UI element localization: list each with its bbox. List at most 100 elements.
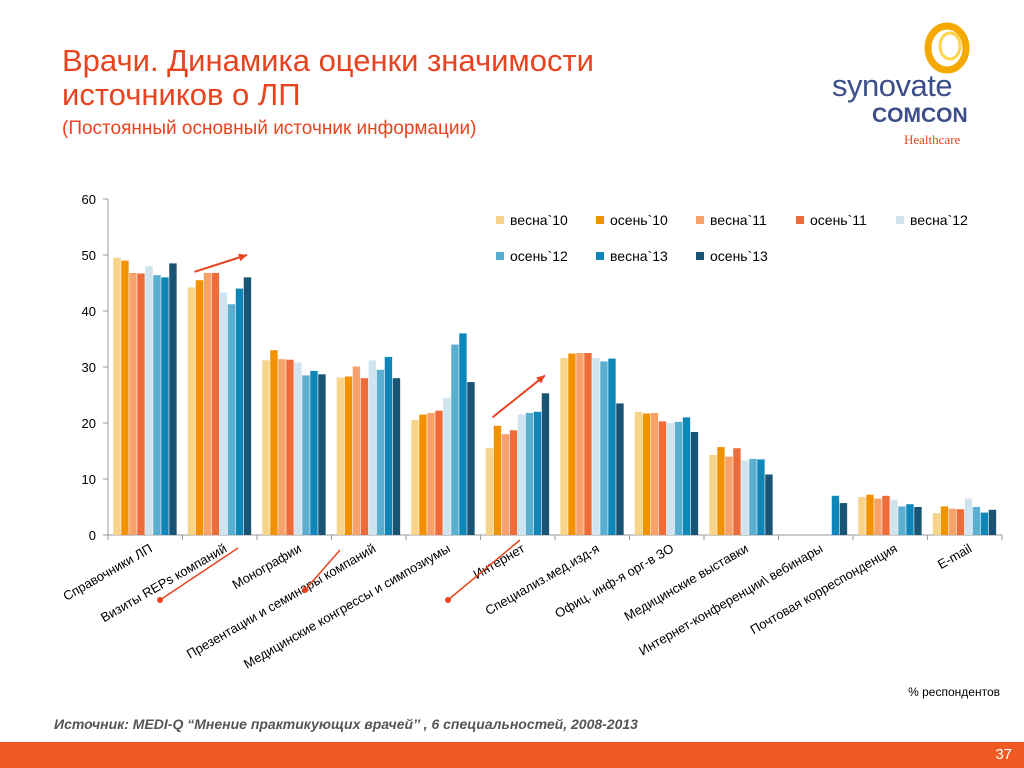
legend-item: осень`13: [696, 248, 768, 264]
bar-8-11: [914, 507, 922, 535]
bar-6-9: [749, 458, 757, 535]
bar-8-6: [541, 393, 550, 535]
bar-8-2: [243, 277, 252, 535]
bar-5-6: [517, 414, 526, 535]
legend-label: весна`11: [710, 212, 767, 228]
legend-label: осень`12: [510, 248, 568, 264]
y-tick-label: 10: [82, 472, 96, 487]
bar-1-2: [187, 287, 196, 535]
legend-label: осень`13: [710, 248, 768, 264]
slide-subtitle: (Постоянный основный источник информации…: [62, 118, 477, 139]
bar-4-4: [360, 378, 369, 535]
bar-5-7: [592, 358, 600, 535]
legend-swatch: [496, 252, 504, 260]
bar-8-4: [392, 378, 401, 535]
bar-7-1: [161, 277, 169, 535]
bar-4-1: [137, 273, 145, 535]
bar-6-7: [600, 361, 608, 535]
bar-5-2: [219, 292, 228, 535]
legend-label: весна`10: [510, 212, 568, 228]
bar-4-8: [658, 421, 667, 535]
y-tick-label: 40: [82, 304, 96, 319]
bar-7-8: [682, 417, 691, 535]
bar-7-11: [906, 504, 914, 535]
bar-6-12: [972, 507, 981, 535]
bar-4-5: [435, 410, 443, 535]
bar-2-6: [493, 425, 502, 535]
category-label: Медицинские выставки: [621, 541, 750, 624]
bar-1-8: [634, 411, 643, 535]
legend-item: осень`10: [596, 212, 668, 228]
category-label: Офиц. инф-я орг-в ЗО: [552, 541, 676, 621]
bar-8-9: [765, 474, 773, 535]
bar-7-6: [533, 411, 542, 535]
bar-1-3: [262, 360, 270, 535]
bar-4-6: [509, 430, 518, 535]
bar-8-8: [690, 431, 699, 535]
legend-item: весна`13: [596, 248, 668, 264]
legend-swatch: [696, 216, 704, 224]
bar-3-12: [948, 508, 957, 535]
source-note: Источник: MEDI-Q “Мнение практикующих вр…: [54, 716, 638, 732]
bar-8-10: [839, 503, 848, 535]
logo-synovate: synovate: [832, 68, 953, 103]
legend-swatch: [496, 216, 504, 224]
label-pointer-line: [159, 547, 239, 601]
bar-6-2: [227, 304, 236, 535]
bar-6-4: [376, 369, 385, 535]
bar-3-1: [129, 272, 137, 535]
bar-8-12: [988, 509, 997, 535]
legend-swatch: [796, 216, 804, 224]
bar-5-8: [666, 423, 675, 535]
legend-label: весна`13: [610, 248, 668, 264]
label-pointer-dot: [302, 587, 308, 593]
bar-3-8: [650, 412, 659, 535]
y-tick-label: 0: [89, 528, 96, 543]
bar-1-5: [411, 420, 419, 535]
trend-arrow-head-icon: [536, 375, 545, 384]
bar-2-3: [270, 350, 278, 535]
page-number: 37: [995, 746, 1012, 763]
bar-2-4: [344, 376, 353, 535]
bar-6-1: [153, 275, 161, 535]
legend-item: осень`11: [796, 212, 867, 228]
bar-6-3: [302, 375, 310, 535]
bar-6-11: [898, 506, 906, 535]
legend-swatch: [596, 216, 604, 224]
y-tick-label: 30: [82, 360, 96, 375]
y-tick-label: 50: [82, 248, 96, 263]
bar-2-9: [717, 447, 725, 535]
legend-swatch: [596, 252, 604, 260]
bar-8-1: [169, 263, 177, 535]
category-label: Интернет: [471, 541, 528, 582]
bar-4-3: [286, 359, 294, 535]
label-pointer-line: [304, 549, 341, 591]
bar-7-5: [459, 333, 467, 535]
bar-2-5: [419, 414, 427, 535]
legend-item: весна`12: [896, 212, 968, 228]
bar-4-2: [211, 272, 220, 535]
bar-5-1: [145, 266, 153, 535]
bar-3-5: [427, 412, 435, 535]
bar-3-4: [352, 366, 361, 535]
bar-2-8: [642, 413, 651, 535]
category-label: Монографии: [230, 541, 304, 593]
bar-4-11: [882, 495, 890, 535]
logo-healthcare: Healthcare: [904, 132, 961, 147]
label-pointer-dot: [157, 597, 163, 603]
legend-item: весна`10: [496, 212, 568, 228]
bar-2-11: [866, 494, 874, 535]
legend-swatch: [696, 252, 704, 260]
bar-2-12: [940, 506, 949, 535]
bar-4-12: [956, 509, 965, 535]
bar-8-5: [467, 382, 475, 535]
y-tick-label: 20: [82, 416, 96, 431]
bar-3-6: [501, 434, 510, 535]
bar-6-5: [451, 344, 459, 535]
bar-5-4: [368, 360, 377, 535]
category-label: Визиты REPs компаний: [98, 541, 229, 625]
category-label: E-mail: [935, 541, 974, 572]
bar-3-11: [874, 498, 882, 535]
legend-label: весна`12: [910, 212, 968, 228]
bar-5-12: [964, 498, 973, 535]
